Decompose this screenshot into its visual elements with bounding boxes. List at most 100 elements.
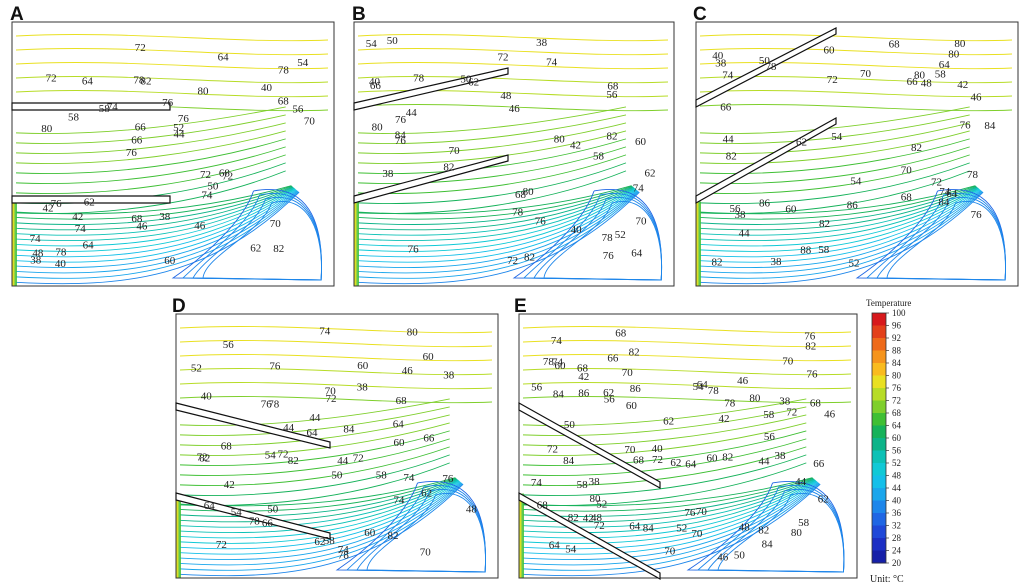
isotherm xyxy=(357,114,627,145)
contour-label: 82 xyxy=(273,243,284,255)
contour-label: 72 xyxy=(652,454,663,466)
contour-label: 76 xyxy=(408,243,420,255)
contour-label: 84 xyxy=(643,523,655,535)
isotherm xyxy=(699,187,979,242)
isotherm xyxy=(699,122,970,155)
isotherm xyxy=(522,438,807,477)
contour-label: 50 xyxy=(564,419,576,431)
baffle-1 xyxy=(518,401,661,490)
isotherm xyxy=(15,189,297,258)
contour-label: 82 xyxy=(524,251,535,263)
contour-label: 64 xyxy=(946,188,958,200)
contour-label: 42 xyxy=(224,479,235,491)
legend-tick-label: 68 xyxy=(892,408,902,418)
isotherm xyxy=(15,138,286,175)
contour-label: 64 xyxy=(204,500,216,512)
cold-plume-isotherm xyxy=(543,201,663,281)
contour-label: 68 xyxy=(615,328,627,340)
isotherm xyxy=(15,114,286,145)
contour-label: 84 xyxy=(938,197,950,209)
contour-label: 38 xyxy=(779,396,791,408)
isotherm xyxy=(357,122,627,155)
isotherm xyxy=(699,188,980,252)
contour-label: 52 xyxy=(173,122,184,134)
contour-label: 76 xyxy=(51,198,63,210)
isotherm xyxy=(699,146,970,185)
isotherm xyxy=(522,477,814,512)
contour-label: 50 xyxy=(387,35,399,47)
isotherm xyxy=(15,122,286,155)
contour-label: 82 xyxy=(141,75,152,87)
isotherm xyxy=(357,191,640,285)
panel-letter: E xyxy=(514,296,527,317)
isotherm xyxy=(15,154,286,195)
legend-tick-label: 56 xyxy=(892,446,902,456)
contour-label: 74 xyxy=(531,477,543,489)
contour-label: 58 xyxy=(577,479,589,491)
isotherm xyxy=(179,479,458,528)
contour-label: 60 xyxy=(164,255,176,267)
contour-label: 72 xyxy=(216,539,227,551)
panel-letter: A xyxy=(10,4,24,25)
contour-label: 38 xyxy=(357,381,369,393)
legend-swatch xyxy=(872,488,886,501)
legend-tick-label: 36 xyxy=(892,508,902,518)
contour-label: 64 xyxy=(697,379,709,391)
contour-label: 74 xyxy=(939,186,951,198)
contour-label: 78 xyxy=(512,207,524,219)
isotherm xyxy=(15,191,299,279)
contour-label: 62 xyxy=(468,77,479,89)
contour-label: 50 xyxy=(734,550,746,562)
isotherm xyxy=(699,186,977,225)
contour-label: 74 xyxy=(338,544,350,556)
legend-tick-label: 48 xyxy=(892,471,902,481)
legend-tick-label: 44 xyxy=(892,483,902,493)
contour-label: 56 xyxy=(764,431,776,443)
contour-label: 84 xyxy=(563,455,575,467)
contour-label: 60 xyxy=(357,360,369,372)
isotherm xyxy=(699,185,976,215)
contour-label: 76 xyxy=(269,361,281,373)
baffle-2 xyxy=(11,195,171,204)
isotherm xyxy=(699,189,981,258)
contour-label: 70 xyxy=(901,165,913,177)
baffle-1 xyxy=(353,67,509,111)
isotherm xyxy=(699,189,982,263)
isotherm xyxy=(179,368,493,376)
legend-swatch xyxy=(872,438,886,451)
contour-label: 44 xyxy=(309,412,321,424)
isotherm-group xyxy=(519,326,852,578)
contour-label: 72 xyxy=(278,449,289,461)
isotherm xyxy=(357,185,632,215)
legend-swatch xyxy=(872,550,886,564)
contour-label: 68 xyxy=(219,168,231,180)
contour-label: 48 xyxy=(500,90,512,102)
contour-label: 66 xyxy=(423,433,435,445)
contour-label: 58 xyxy=(798,517,810,529)
isotherm xyxy=(357,48,669,56)
isotherm xyxy=(522,480,817,539)
contour-label: 78 xyxy=(765,61,777,73)
isotherm xyxy=(522,483,820,571)
contour-label: 76 xyxy=(178,113,190,125)
panel-b: B 84 82 82 80 78 82 80 78 76 76 76 74 74 72 70 72 76 78 80 7… xyxy=(352,4,675,287)
isotherm xyxy=(15,106,286,135)
isotherm xyxy=(15,62,329,70)
isotherm xyxy=(179,354,493,362)
contour-label: 60 xyxy=(707,453,719,465)
contour-label: 42 xyxy=(43,203,54,215)
contour-label: 62 xyxy=(250,243,261,255)
isotherm xyxy=(699,90,1013,98)
cold-plume-isotherm xyxy=(366,493,486,573)
legend-tick-label: 80 xyxy=(892,371,902,381)
contour-label: 48 xyxy=(32,248,44,260)
hot-wall-core xyxy=(12,201,15,286)
contour-label: 76 xyxy=(603,250,615,262)
hot-wall-core xyxy=(696,201,699,286)
isotherm xyxy=(15,76,329,84)
isotherm xyxy=(699,130,970,165)
contour-label: 38 xyxy=(30,255,42,267)
contour-label: 66 xyxy=(607,352,619,364)
